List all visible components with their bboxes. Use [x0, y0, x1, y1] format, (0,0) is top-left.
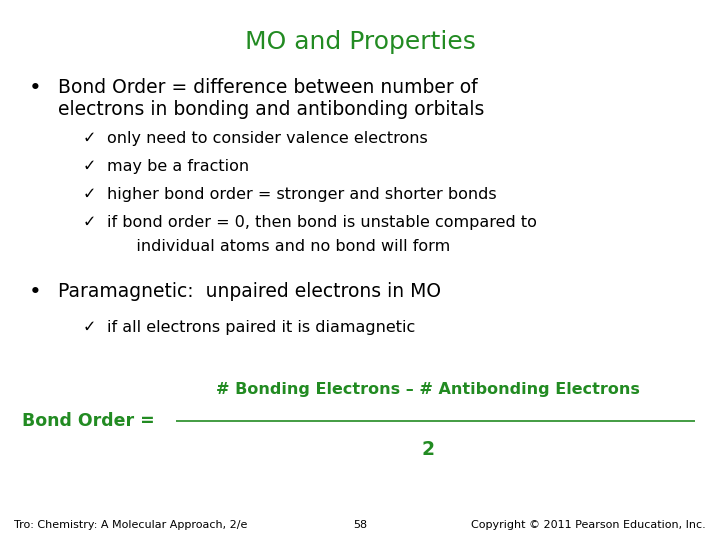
Text: Bond Order = difference between number of
electrons in bonding and antibonding o: Bond Order = difference between number o…: [58, 78, 484, 119]
Text: if all electrons paired it is diamagnetic: if all electrons paired it is diamagneti…: [107, 320, 415, 335]
Text: Tro: Chemistry: A Molecular Approach, 2/e: Tro: Chemistry: A Molecular Approach, 2/…: [14, 520, 248, 530]
Text: Bond Order =: Bond Order =: [22, 412, 161, 430]
Text: higher bond order = stronger and shorter bonds: higher bond order = stronger and shorter…: [107, 187, 496, 202]
Text: ✓: ✓: [83, 320, 96, 335]
Text: MO and Properties: MO and Properties: [245, 30, 475, 53]
Text: ✓: ✓: [83, 131, 96, 146]
Text: 58: 58: [353, 520, 367, 530]
Text: # Bonding Electrons – # Antibonding Electrons: # Bonding Electrons – # Antibonding Elec…: [217, 382, 640, 397]
Text: Paramagnetic:  unpaired electrons in MO: Paramagnetic: unpaired electrons in MO: [58, 282, 441, 301]
Text: only need to consider valence electrons: only need to consider valence electrons: [107, 131, 427, 146]
Text: if bond order = 0, then bond is unstable compared to: if bond order = 0, then bond is unstable…: [107, 215, 536, 230]
Text: individual atoms and no bond will form: individual atoms and no bond will form: [121, 239, 450, 254]
Text: 2: 2: [422, 440, 435, 459]
Text: Copyright © 2011 Pearson Education, Inc.: Copyright © 2011 Pearson Education, Inc.: [471, 520, 706, 530]
Text: ✓: ✓: [83, 215, 96, 230]
Text: ✓: ✓: [83, 187, 96, 202]
Text: •: •: [29, 282, 42, 302]
Text: •: •: [29, 78, 42, 98]
Text: ✓: ✓: [83, 159, 96, 174]
Text: may be a fraction: may be a fraction: [107, 159, 248, 174]
